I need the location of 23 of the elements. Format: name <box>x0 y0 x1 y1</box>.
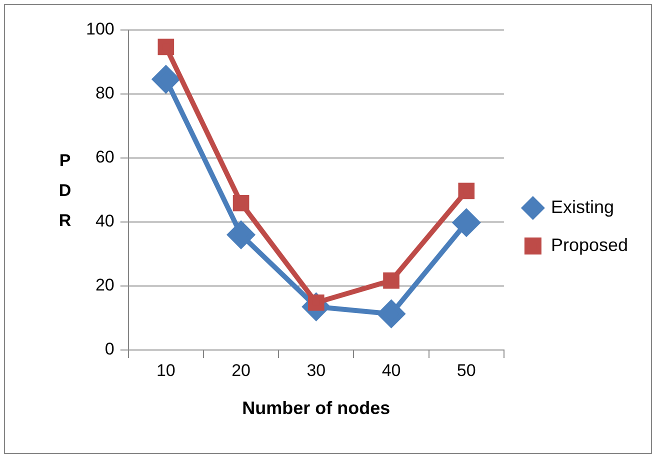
y-tick-label: 60 <box>95 148 114 167</box>
y-tick-label: 40 <box>95 212 114 231</box>
y-tick-label: 80 <box>95 84 114 103</box>
point <box>152 66 180 93</box>
y-tick-label: 0 <box>104 340 114 359</box>
point <box>458 182 475 200</box>
point <box>232 194 250 212</box>
x-tick-label: 40 <box>382 360 401 380</box>
x-tick-label: 30 <box>306 360 326 380</box>
x-tick-label: 20 <box>232 360 250 380</box>
y-axis-title: PDR <box>58 150 72 232</box>
point <box>383 272 400 289</box>
legend-label: Proposed <box>550 234 628 255</box>
x-tick-label: 50 <box>456 360 476 380</box>
legend-label: Existing <box>550 196 614 217</box>
y-tick-label: 100 <box>86 20 114 39</box>
point <box>228 221 255 248</box>
y-tick-label: 20 <box>95 276 114 295</box>
point <box>378 300 405 328</box>
x-tick-label: 10 <box>156 360 176 380</box>
x-axis-title: Number of nodes <box>242 398 390 418</box>
point <box>452 209 480 236</box>
point <box>158 38 174 56</box>
